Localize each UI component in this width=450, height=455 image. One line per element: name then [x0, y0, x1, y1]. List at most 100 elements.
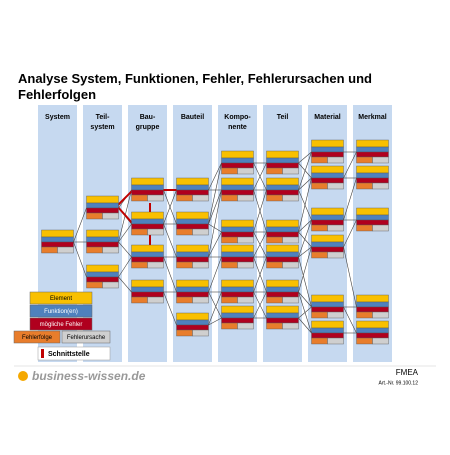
cause-bar	[192, 261, 209, 269]
function-bar	[266, 226, 299, 233]
cause-bar	[372, 311, 389, 319]
cause-bar	[147, 228, 164, 236]
element-box	[131, 279, 164, 304]
function-bar	[176, 286, 209, 293]
effect-bar	[221, 322, 238, 330]
legend-interface-swatch	[41, 349, 44, 358]
effect-bar	[221, 194, 238, 202]
element-box	[221, 244, 254, 269]
legend-cause-swatch	[61, 330, 111, 344]
failure-bar	[221, 162, 254, 169]
element-box	[221, 279, 254, 304]
failure-bar	[131, 256, 164, 263]
effect-bar	[356, 182, 373, 190]
function-bar	[266, 251, 299, 258]
connector	[298, 177, 312, 233]
element-bar	[176, 244, 209, 253]
connector	[208, 231, 222, 258]
function-bar	[221, 251, 254, 258]
function-bar	[356, 327, 389, 334]
effect-bar	[266, 296, 283, 304]
element-bar	[356, 320, 389, 329]
function-bar	[356, 214, 389, 221]
cause-bar	[372, 224, 389, 232]
effect-bar	[356, 311, 373, 319]
cause-bar	[102, 281, 119, 289]
effect-bar	[221, 261, 238, 269]
article: Art.-Nr. 99.100.12	[379, 380, 419, 386]
element-bar	[266, 177, 299, 186]
failure-bar	[221, 291, 254, 298]
failure-bar	[311, 151, 344, 158]
connector	[208, 256, 222, 293]
connector	[343, 246, 357, 308]
failure-bar	[356, 151, 389, 158]
effect-bar	[356, 156, 373, 164]
element-box	[311, 294, 344, 319]
legend-element-swatch	[29, 291, 93, 305]
element-bar	[131, 177, 164, 186]
effect-bar	[176, 194, 193, 202]
legend-interface: Schnittstelle	[48, 351, 90, 358]
interface-line	[116, 189, 134, 207]
cause-bar	[282, 236, 299, 244]
cause-bar	[102, 246, 119, 254]
column-header: gruppe	[136, 124, 160, 131]
effect-bar	[131, 228, 148, 236]
effect-bar	[311, 337, 328, 345]
element-box	[311, 139, 344, 164]
effect-bar	[176, 261, 193, 269]
cause-bar	[192, 228, 209, 236]
function-bar	[131, 251, 164, 258]
element-bar	[86, 229, 119, 238]
connector	[253, 189, 267, 233]
element-box	[176, 244, 209, 269]
element-box	[266, 219, 299, 244]
connector	[163, 256, 177, 293]
failure-bar	[311, 219, 344, 226]
function-bar	[221, 157, 254, 164]
failure-bar	[221, 256, 254, 263]
legend-effect: Fehlerfolge	[22, 335, 53, 341]
element-box	[266, 279, 299, 304]
column-header: Bauteil	[181, 114, 204, 121]
function-bar	[176, 251, 209, 258]
cause-bar	[147, 194, 164, 202]
element-box	[131, 211, 164, 236]
column-header: Teil-	[96, 114, 111, 121]
element-bar	[311, 207, 344, 216]
element-bar	[311, 139, 344, 148]
connector	[208, 189, 222, 258]
cause-bar	[372, 337, 389, 345]
effect-bar	[221, 236, 238, 244]
effect-bar	[311, 182, 328, 190]
failure-bar	[131, 189, 164, 196]
connector	[298, 231, 312, 248]
connector	[298, 151, 312, 191]
connector	[298, 306, 312, 319]
connector	[253, 291, 267, 319]
effect-bar	[176, 329, 193, 337]
effect-bar	[311, 156, 328, 164]
element-box	[356, 207, 389, 232]
element-bar	[221, 279, 254, 288]
failure-bar	[266, 189, 299, 196]
element-bar	[221, 244, 254, 253]
element-bar	[266, 244, 299, 253]
cause-bar	[282, 194, 299, 202]
function-bar	[266, 157, 299, 164]
element-box	[86, 229, 119, 254]
effect-bar	[221, 167, 238, 175]
connector	[298, 246, 312, 258]
connector	[253, 256, 267, 293]
cause-bar	[237, 261, 254, 269]
effect-bar	[266, 261, 283, 269]
effect-bar	[86, 281, 103, 289]
connector	[208, 162, 222, 225]
function-bar	[131, 184, 164, 191]
element-bar	[311, 294, 344, 303]
product: FMEA	[396, 368, 419, 377]
function-bar	[266, 184, 299, 191]
cause-bar	[372, 182, 389, 190]
